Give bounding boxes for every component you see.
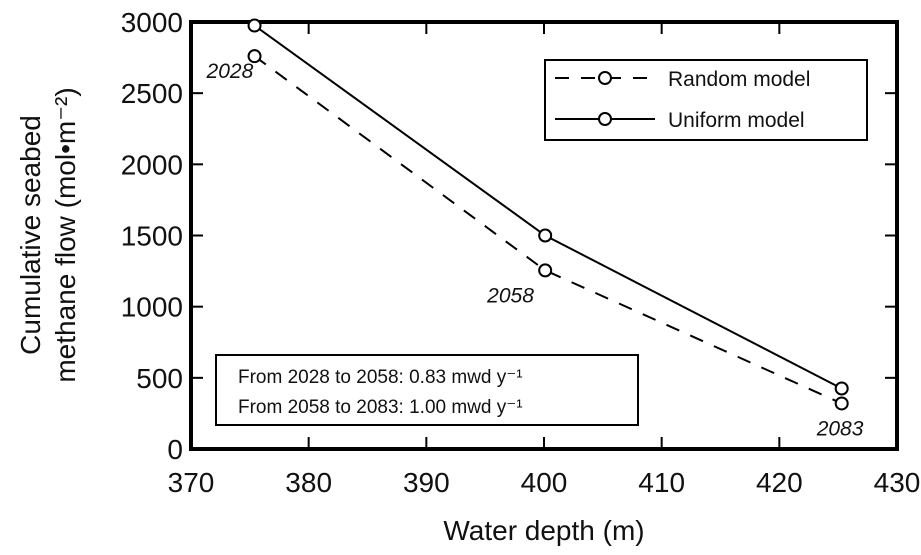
annotation-line-1: From 2028 to 2058: 0.83 mwd y⁻¹ <box>238 367 523 388</box>
x-tick-label: 380 <box>285 467 332 498</box>
point-label: 2028 <box>206 60 254 83</box>
y-tick-label: 1500 <box>121 221 183 252</box>
data-point <box>834 381 849 396</box>
point-label: 2058 <box>486 284 534 307</box>
legend-uniform-marker <box>598 112 612 126</box>
legend-random-marker <box>598 71 612 85</box>
data-point <box>834 396 849 411</box>
x-tick-label: 410 <box>638 467 685 498</box>
y-tick-label: 2000 <box>121 149 183 180</box>
legend-random-label: Random model <box>668 68 810 91</box>
y-axis-label-line2: methane flow (mol•m⁻²) <box>50 87 81 382</box>
annotation-line-2: From 2058 to 2083: 1.00 mwd y⁻¹ <box>238 397 523 418</box>
y-axis-label-line1: Cumulative seabed <box>15 115 46 355</box>
plot-frame <box>189 20 899 451</box>
legend-uniform-label: Uniform model <box>668 109 805 132</box>
x-tick-label: 390 <box>403 467 450 498</box>
data-point <box>247 18 262 33</box>
rate-annotation: From 2028 to 2058: 0.83 mwd y⁻¹ From 205… <box>215 354 639 426</box>
data-point <box>538 263 553 278</box>
y-tick-label: 1000 <box>121 292 183 323</box>
x-axis-label: Water depth (m) <box>443 515 644 546</box>
y-tick-label: 2500 <box>121 78 183 109</box>
y-tick-label: 0 <box>167 434 183 465</box>
point-label: 2083 <box>816 417 864 440</box>
data-point <box>247 49 262 64</box>
x-tick-label: 420 <box>756 467 803 498</box>
x-tick-label: 370 <box>168 467 215 498</box>
legend: Random model Uniform model <box>544 59 868 141</box>
x-tick-label: 400 <box>521 467 568 498</box>
y-tick-label: 3000 <box>121 7 183 38</box>
data-point <box>538 228 553 243</box>
series-line-random-model <box>253 55 843 405</box>
x-tick-label: 430 <box>874 467 921 498</box>
y-tick-label: 500 <box>136 363 183 394</box>
